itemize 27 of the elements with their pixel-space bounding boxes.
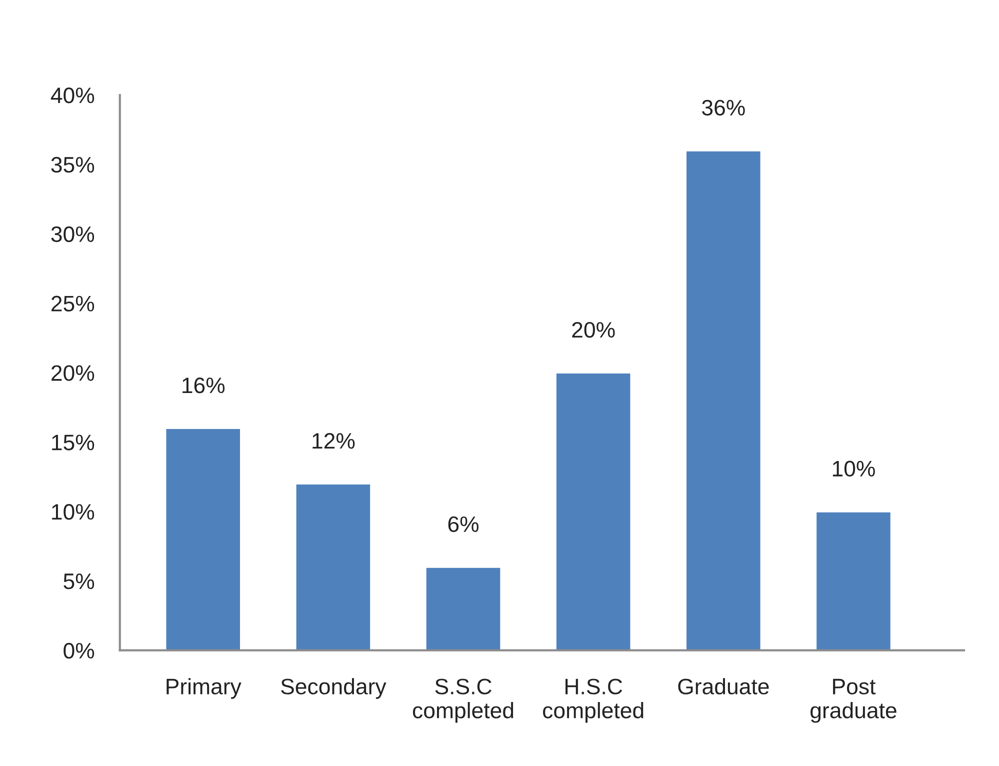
x-tick-label: Post graduate [810, 678, 896, 723]
y-tick-label: 25% [52, 296, 94, 312]
bar [164, 427, 242, 650]
bar [684, 150, 762, 650]
x-tick-label: Primary [166, 678, 242, 699]
y-tick-label: 10% [52, 504, 94, 520]
data-label: 6% [448, 516, 479, 532]
bar [814, 510, 892, 650]
data-label: 36% [702, 100, 745, 116]
y-tick-label: 5% [64, 574, 94, 590]
x-tick-label: Graduate [678, 678, 769, 694]
x-tick-label: H.S.C completed [543, 678, 644, 723]
y-tick-label: 0% [64, 642, 94, 659]
data-label: 20% [572, 322, 615, 338]
data-label: 12% [312, 433, 355, 449]
bar [554, 372, 632, 650]
data-label: 16% [182, 378, 225, 394]
bar [424, 566, 502, 650]
y-tick-label: 40% [50, 88, 94, 104]
x-tick-label: Secondary [281, 678, 386, 699]
y-tick-label: 30% [51, 226, 94, 242]
x-tick-label: S.S.C completed [412, 678, 514, 723]
y-tick-label: 15% [52, 434, 94, 450]
y-tick-label: 35% [51, 156, 94, 173]
data-label: 10% [832, 460, 875, 477]
y-tick-label: 20% [52, 365, 94, 381]
bar [294, 482, 372, 650]
